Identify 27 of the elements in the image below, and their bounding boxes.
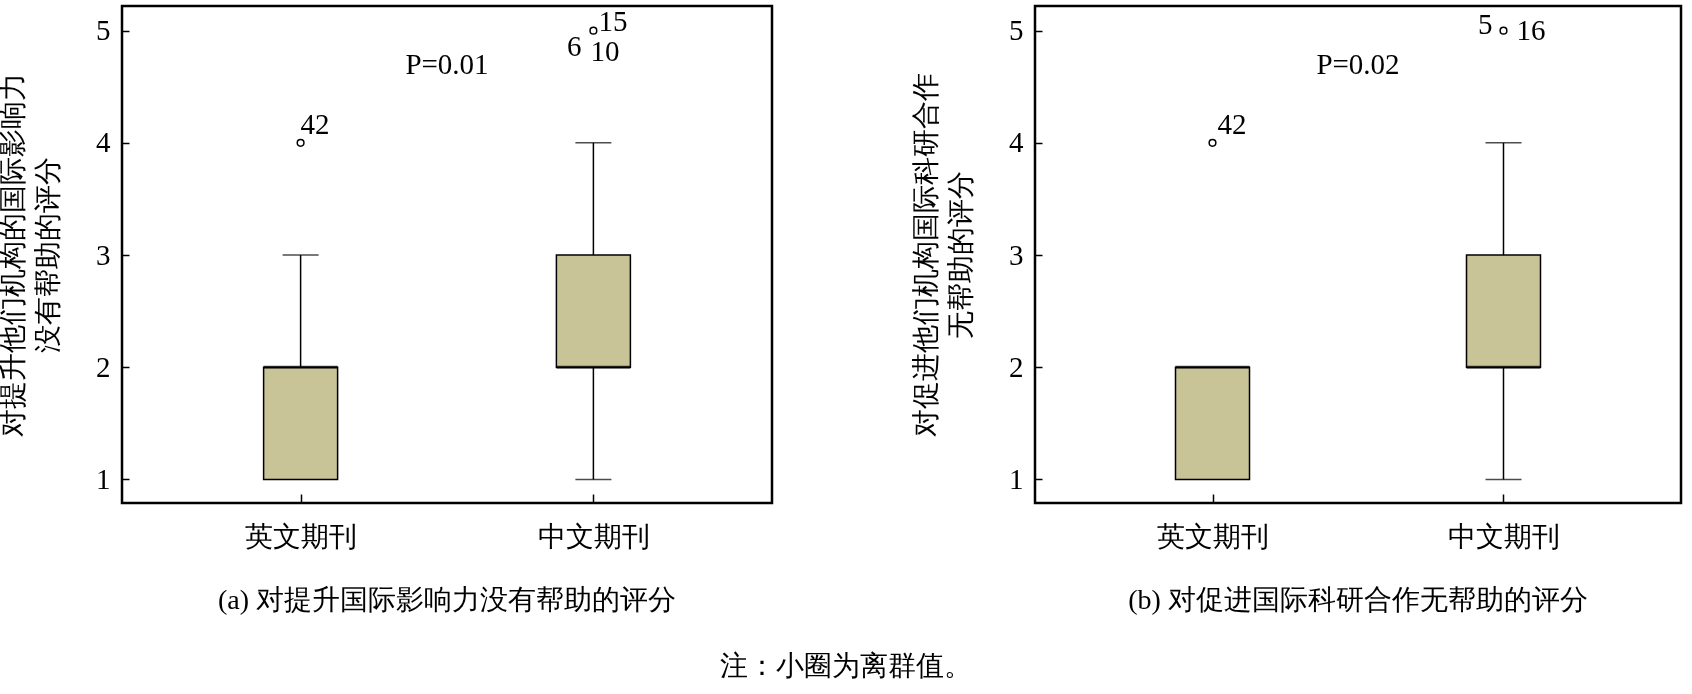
y-tick-label: 5 [96, 14, 111, 47]
annotation: P=0.01 [405, 48, 489, 80]
y-tick-label: 2 [1009, 350, 1024, 383]
annotation: 10 [590, 34, 620, 67]
x-tick-label: 英文期刊 [1157, 520, 1269, 552]
text: (a) 对提升国际影响力没有帮助的评分 [217, 584, 677, 615]
y-tick-label: 3 [1009, 238, 1024, 271]
y-tick-label: 5 [1009, 14, 1024, 47]
annotation: 15 [598, 4, 628, 37]
y-tick-label: 4 [1009, 126, 1024, 159]
annotation: 42 [1217, 107, 1247, 140]
text: (b) 对促进国际科研合作无帮助的评分 [1128, 584, 1588, 615]
y-tick-label: 4 [96, 126, 111, 159]
y-tick-label: 1 [1009, 462, 1024, 495]
y-tick-label: 3 [96, 238, 111, 271]
annotation: 5 [1478, 7, 1493, 40]
annotation: 42 [300, 107, 330, 140]
x-tick-label: 英文期刊 [245, 520, 358, 552]
figure-note: 注：小圈为离群值。 [719, 649, 973, 683]
y-axis-title: 对促进他们机构国际科研合作无帮助的评分 [910, 73, 976, 437]
annotation: 16 [1516, 13, 1546, 46]
annotation: 6 [566, 29, 582, 62]
y-tick-label: 1 [96, 462, 111, 495]
annotation: P=0.02 [1316, 48, 1400, 80]
y-tick-label: 2 [96, 350, 111, 383]
x-tick-label: 中文期刊 [1448, 520, 1560, 552]
x-tick-label: 中文期刊 [537, 520, 650, 552]
